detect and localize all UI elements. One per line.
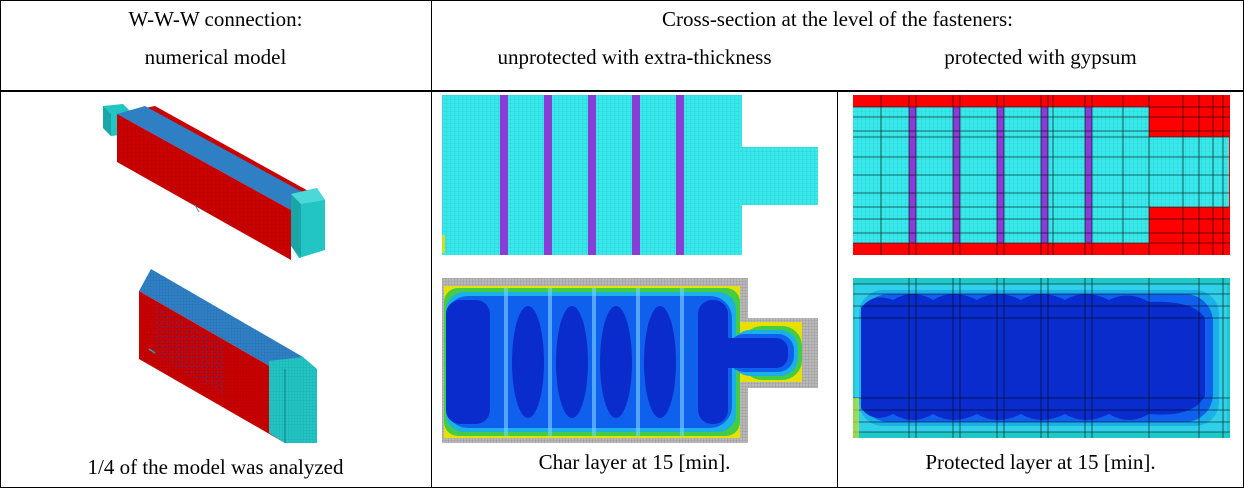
header-protected: protected with gypsum (944, 45, 1137, 69)
caption-char-layer: Char layer at 15 [min]. (538, 450, 731, 474)
table-border-left (0, 0, 1, 488)
protected-mesh-plot (853, 95, 1230, 255)
model-3d-view-top (103, 104, 325, 260)
header-model-line2: numerical model (144, 45, 287, 69)
caption-model: 1/4 of the model was analyzed (87, 455, 344, 479)
header-unprotected: unprotected with extra-thickness (497, 45, 772, 69)
header-model-line1: W-W-W connection: (128, 7, 303, 31)
model-3d-view-bottom (139, 269, 317, 443)
unprotected-mesh-plot (442, 95, 818, 255)
char-layer-contour-plot (442, 278, 818, 443)
protected-layer-contour-plot (853, 278, 1230, 438)
header-divider (0, 90, 1244, 92)
caption-protected-layer: Protected layer at 15 [min]. (925, 450, 1156, 474)
table-border-top (0, 0, 1244, 1)
column-divider-1 (431, 0, 432, 488)
header-cross-section: Cross-section at the level of the fasten… (661, 7, 1014, 31)
column-divider-2 (837, 92, 838, 488)
